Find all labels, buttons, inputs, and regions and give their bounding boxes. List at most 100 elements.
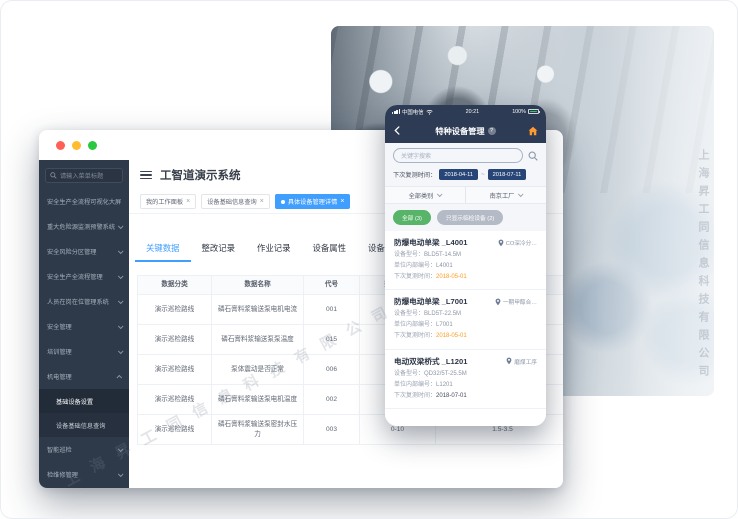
equipment-model: 设备型号：QD32/5T-25.5M (394, 370, 467, 377)
pin-icon (506, 357, 512, 365)
keyword-search-placeholder: 关键字搜索 (401, 154, 432, 160)
date-from-button[interactable]: 2018-04-11 (439, 169, 478, 180)
sidebar-item-personnel[interactable]: 人员在岗在位管理系统 (39, 289, 129, 314)
search-icon (50, 172, 57, 179)
battery-icon (527, 109, 540, 114)
close-tab-icon[interactable]: × (340, 198, 345, 205)
mechatronic-submenu: 基础设备设置 设备基础信息查询 (39, 389, 129, 437)
equipment-title: 防爆电动单梁 _L4001 (394, 238, 468, 247)
hamburger-icon[interactable] (140, 170, 152, 180)
tab-device-attachments[interactable]: 设备附件 (357, 242, 413, 262)
minimize-window-button[interactable] (72, 140, 81, 150)
tab-work-records[interactable]: 作业记录 (257, 243, 291, 253)
open-tabs-bar: 我的工作面板 × 设备基础信息查询 × 具体设备管理详情 × (129, 190, 563, 214)
equipment-next-retest: 下次复测时间：2018-05-01 (394, 333, 467, 340)
retest-date-filter: 下次复测时间： 2018-04-11 ~ 2018-07-11 (385, 167, 546, 186)
chip-all[interactable]: 全部 (3) (393, 210, 431, 225)
chevron-down-icon (117, 222, 124, 229)
sidebar: 请输入菜单标题 安全生产全流程可视化大屏 重大危险源监测预警系统 安全风险分区管… (39, 160, 129, 488)
chevron-down-icon (117, 297, 124, 304)
date-range-separator: ~ (480, 171, 485, 178)
sidebar-item-training-mgmt[interactable]: 培训管理 (39, 339, 129, 364)
help-icon[interactable]: ? (487, 126, 496, 135)
date-to-button[interactable]: 2018-07-11 (487, 169, 527, 180)
equipment-model: 设备型号：BLD5T-22.5M (394, 311, 462, 318)
carrier-label: 中国电信 (401, 109, 424, 116)
tab-rectification-records[interactable]: 整改记录 (201, 243, 236, 253)
equipment-location: 一期甲醇合… (495, 297, 537, 306)
retest-date-label: 下次复测时间： (393, 172, 437, 179)
equipment-code: 单位内部编号：L7001 (394, 322, 453, 329)
chevron-down-icon (117, 470, 124, 477)
sidebar-item-risk-zone[interactable]: 安全风险分区管理 (39, 239, 129, 264)
chevron-down-icon (117, 272, 124, 279)
sidebar-subitem-basic-device-setup[interactable]: 基础设备设置 (39, 389, 129, 413)
equipment-list: 防爆电动单梁 _L4001 CO深冷分… 设备型号：BLD5T-14.5M 单位… (385, 231, 546, 426)
sidebar-item-visual-dashboard[interactable]: 安全生产全流程可视化大屏 (47, 199, 122, 206)
phone-status-bar: 中国电信 20:21 100% (385, 105, 546, 118)
sidebar-item-safety-mgmt[interactable]: 安全管理 (39, 314, 129, 339)
phone-nav-bar: 特种设备管理 ? (385, 118, 546, 143)
filter-selects: 全部类别 南京工厂 (385, 186, 546, 204)
equipment-code: 单位内部编号：L4001 (394, 263, 453, 270)
tab-device-attributes[interactable]: 设备属性 (312, 243, 347, 253)
tab-device-detail[interactable]: 具体设备管理详情 × (274, 194, 351, 209)
phone-search-row: 关键字搜索 (385, 143, 546, 167)
chip-inspection-only[interactable]: 只显示临检设备 (2) (436, 210, 504, 225)
col-data-name: 数据名称 (211, 275, 304, 295)
battery-percent: 100% (512, 108, 526, 115)
pin-icon (498, 239, 504, 246)
filter-chips: 全部 (3) 只显示临检设备 (2) (385, 204, 546, 231)
category-select[interactable]: 全部类别 (385, 187, 466, 203)
col-code: 代号 (303, 275, 360, 295)
phone-mockup: 中国电信 20:21 100% 特种设备管理 ? 关键字搜索 (385, 105, 546, 426)
clock-label: 20:21 (465, 108, 480, 115)
equipment-model: 设备型号：BLD5T-14.5M (394, 252, 462, 258)
close-tab-icon[interactable]: × (186, 198, 191, 205)
chevron-up-icon (116, 374, 123, 381)
pin-icon (495, 298, 501, 306)
home-icon[interactable] (528, 126, 538, 136)
maximize-window-button[interactable] (88, 140, 97, 150)
window-titlebar (39, 130, 563, 160)
sidebar-item-smart-inspection[interactable]: 智能巡检 (39, 437, 129, 462)
equipment-next-retest: 下次复测时间：2018-07-01 (394, 392, 467, 399)
tab-key-data[interactable]: 关键数据 (135, 242, 191, 262)
menu-search-placeholder: 请输入菜单标题 (60, 173, 104, 180)
close-tab-icon[interactable]: × (259, 198, 264, 205)
active-tab-dot (280, 199, 285, 204)
list-item[interactable]: 防爆电动单梁 _L4001 CO深冷分… 设备型号：BLD5T-14.5M 单位… (385, 231, 546, 291)
menu-search-input[interactable]: 请输入菜单标题 (45, 168, 123, 183)
sidebar-item-mechatronic-mgmt[interactable]: 机电管理 (39, 364, 129, 389)
col-data-category: 数据分类 (137, 275, 212, 295)
back-icon[interactable] (393, 126, 402, 135)
list-item[interactable]: 电动双梁桥式 _L1201 磨煤工序 设备型号：QD32/5T-25.5M 单位… (385, 350, 546, 409)
chevron-down-icon (117, 347, 124, 354)
list-item[interactable]: 防爆电动单梁 _L7001 一期甲醇合… 设备型号：BLD5T-22.5M 单位… (385, 290, 546, 350)
sidebar-item-maintenance-mgmt[interactable]: 检维修管理 (39, 462, 129, 487)
close-window-button[interactable] (56, 140, 65, 150)
sidebar-item-hazard-monitor[interactable]: 重大危险源监测预警系统 (39, 214, 129, 239)
equipment-title: 电动双梁桥式 _L1201 (394, 356, 468, 366)
search-icon[interactable] (528, 151, 538, 161)
page-title: 工智道演示系统 (160, 170, 241, 182)
sidebar-item-safety-process[interactable]: 安全生产全流程管理 (39, 264, 129, 289)
sidebar-subitem-device-info-query[interactable]: 设备基础信息查询 (56, 422, 106, 430)
content-header: 工智道演示系统 (129, 160, 563, 190)
chevron-down-icon (518, 191, 524, 198)
keyword-search-input[interactable]: 关键字搜索 (393, 148, 523, 163)
equipment-code: 单位内部编号：L1201 (394, 381, 453, 388)
wifi-icon (425, 109, 433, 115)
chevron-down-icon (437, 191, 443, 198)
equipment-location: 磨煤工序 (506, 357, 537, 366)
tab-device-info-query[interactable]: 设备基础信息查询 × (201, 194, 270, 209)
factory-select[interactable]: 南京工厂 (466, 187, 546, 203)
chevron-down-icon (117, 445, 124, 452)
chevron-down-icon (117, 322, 124, 329)
table-row: 演示巡检路线 磷石膏料浆输送泵密封水压力 003 0-10 1.5-3.5 (137, 414, 563, 445)
equipment-location: CO深冷分… (498, 238, 537, 247)
signal-icon (392, 109, 400, 114)
tab-my-workbench[interactable]: 我的工作面板 × (140, 194, 197, 209)
equipment-title: 防爆电动单梁 _L7001 (394, 297, 468, 307)
chevron-down-icon (117, 247, 124, 254)
